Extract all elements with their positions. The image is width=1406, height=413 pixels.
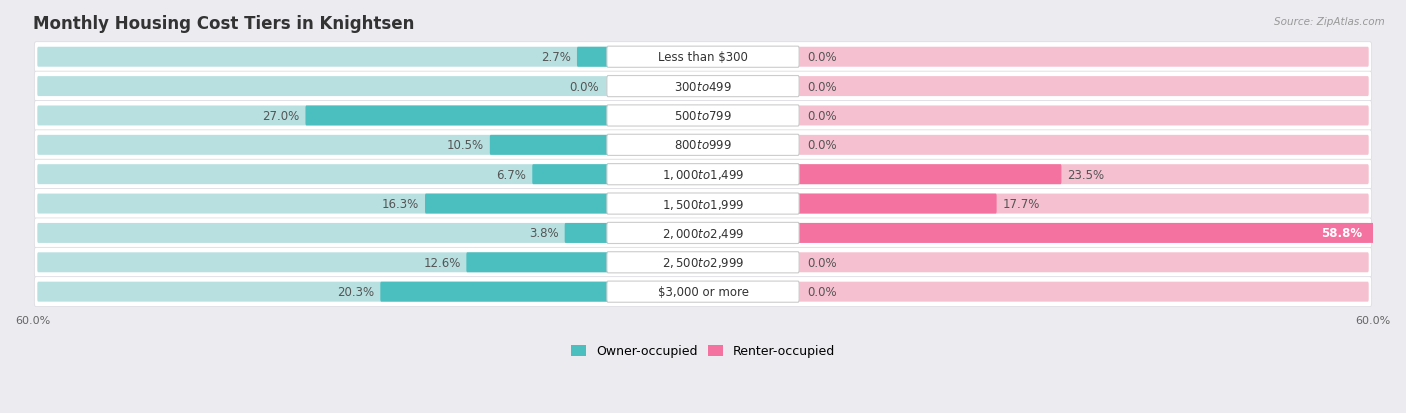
Text: 0.0%: 0.0% xyxy=(807,256,837,269)
FancyBboxPatch shape xyxy=(467,253,609,273)
FancyBboxPatch shape xyxy=(381,282,609,302)
FancyBboxPatch shape xyxy=(607,194,799,215)
FancyBboxPatch shape xyxy=(38,106,609,126)
Text: Source: ZipAtlas.com: Source: ZipAtlas.com xyxy=(1274,17,1385,26)
Text: 27.0%: 27.0% xyxy=(263,110,299,123)
Text: 3.8%: 3.8% xyxy=(529,227,558,240)
FancyBboxPatch shape xyxy=(38,77,609,97)
FancyBboxPatch shape xyxy=(607,252,799,273)
FancyBboxPatch shape xyxy=(34,43,1372,73)
FancyBboxPatch shape xyxy=(607,106,799,127)
Text: 58.8%: 58.8% xyxy=(1322,227,1362,240)
Text: 20.3%: 20.3% xyxy=(337,285,374,299)
FancyBboxPatch shape xyxy=(607,76,799,97)
Text: $2,500 to $2,999: $2,500 to $2,999 xyxy=(662,256,744,270)
FancyBboxPatch shape xyxy=(34,101,1372,131)
FancyBboxPatch shape xyxy=(797,165,1368,185)
FancyBboxPatch shape xyxy=(38,47,609,68)
FancyBboxPatch shape xyxy=(38,165,609,185)
FancyBboxPatch shape xyxy=(34,248,1372,278)
FancyBboxPatch shape xyxy=(607,135,799,156)
Text: $500 to $799: $500 to $799 xyxy=(673,110,733,123)
Text: 6.7%: 6.7% xyxy=(496,168,526,181)
FancyBboxPatch shape xyxy=(38,135,609,155)
FancyBboxPatch shape xyxy=(533,165,609,185)
Text: 17.7%: 17.7% xyxy=(1002,197,1040,211)
FancyBboxPatch shape xyxy=(797,135,1368,155)
FancyBboxPatch shape xyxy=(797,165,1062,185)
Text: $1,000 to $1,499: $1,000 to $1,499 xyxy=(662,168,744,182)
FancyBboxPatch shape xyxy=(607,164,799,185)
FancyBboxPatch shape xyxy=(797,194,997,214)
FancyBboxPatch shape xyxy=(797,253,1368,273)
FancyBboxPatch shape xyxy=(425,194,609,214)
Text: 16.3%: 16.3% xyxy=(382,197,419,211)
FancyBboxPatch shape xyxy=(34,218,1372,248)
FancyBboxPatch shape xyxy=(797,47,1368,68)
FancyBboxPatch shape xyxy=(34,189,1372,219)
Text: $2,000 to $2,499: $2,000 to $2,499 xyxy=(662,226,744,240)
Text: 0.0%: 0.0% xyxy=(807,51,837,64)
FancyBboxPatch shape xyxy=(565,223,609,243)
Text: 0.0%: 0.0% xyxy=(807,139,837,152)
FancyBboxPatch shape xyxy=(607,223,799,244)
FancyBboxPatch shape xyxy=(305,106,609,126)
Text: $3,000 or more: $3,000 or more xyxy=(658,285,748,299)
FancyBboxPatch shape xyxy=(38,282,609,302)
FancyBboxPatch shape xyxy=(797,223,1406,243)
Text: 0.0%: 0.0% xyxy=(807,81,837,93)
FancyBboxPatch shape xyxy=(797,223,1368,243)
Text: 2.7%: 2.7% xyxy=(541,51,571,64)
FancyBboxPatch shape xyxy=(34,72,1372,102)
FancyBboxPatch shape xyxy=(797,77,1368,97)
FancyBboxPatch shape xyxy=(34,160,1372,190)
Text: 23.5%: 23.5% xyxy=(1067,168,1104,181)
FancyBboxPatch shape xyxy=(797,194,1368,214)
Text: 0.0%: 0.0% xyxy=(569,81,599,93)
Text: 12.6%: 12.6% xyxy=(423,256,461,269)
Text: 0.0%: 0.0% xyxy=(807,110,837,123)
FancyBboxPatch shape xyxy=(576,47,609,68)
Text: Less than $300: Less than $300 xyxy=(658,51,748,64)
Text: $800 to $999: $800 to $999 xyxy=(673,139,733,152)
FancyBboxPatch shape xyxy=(38,194,609,214)
FancyBboxPatch shape xyxy=(34,277,1372,307)
FancyBboxPatch shape xyxy=(38,223,609,243)
Legend: Owner-occupied, Renter-occupied: Owner-occupied, Renter-occupied xyxy=(567,339,839,363)
Text: $1,500 to $1,999: $1,500 to $1,999 xyxy=(662,197,744,211)
FancyBboxPatch shape xyxy=(38,253,609,273)
FancyBboxPatch shape xyxy=(607,47,799,68)
Text: 0.0%: 0.0% xyxy=(807,285,837,299)
FancyBboxPatch shape xyxy=(797,106,1368,126)
FancyBboxPatch shape xyxy=(797,282,1368,302)
Text: Monthly Housing Cost Tiers in Knightsen: Monthly Housing Cost Tiers in Knightsen xyxy=(32,15,413,33)
FancyBboxPatch shape xyxy=(489,135,609,155)
Text: 10.5%: 10.5% xyxy=(447,139,484,152)
FancyBboxPatch shape xyxy=(607,281,799,302)
FancyBboxPatch shape xyxy=(34,131,1372,160)
Text: $300 to $499: $300 to $499 xyxy=(673,81,733,93)
